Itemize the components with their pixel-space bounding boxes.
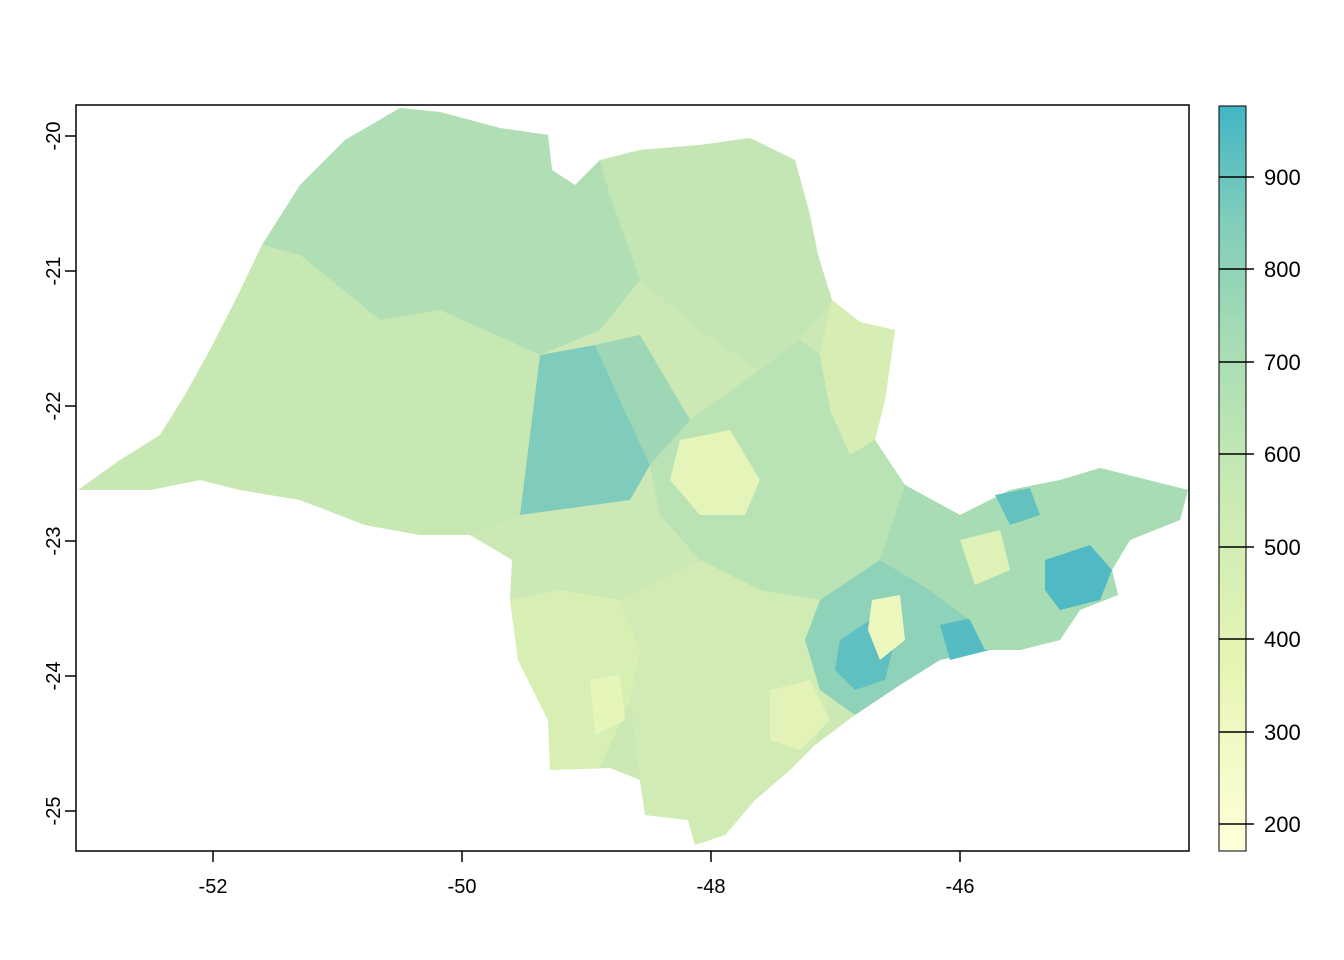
y-tick-label: -20 bbox=[43, 122, 65, 151]
region-central-belt bbox=[650, 340, 905, 600]
region-north bbox=[262, 108, 640, 355]
region-west bbox=[78, 245, 540, 535]
legend-tick-label: 500 bbox=[1264, 535, 1301, 560]
legend-tick-label: 300 bbox=[1264, 720, 1301, 745]
x-tick-label: -46 bbox=[946, 876, 975, 898]
region-south bbox=[620, 560, 840, 845]
y-tick-label: -25 bbox=[43, 797, 65, 826]
region-south-pale bbox=[770, 680, 830, 750]
legend-tick-label: 700 bbox=[1264, 350, 1301, 375]
region-metro-pale bbox=[868, 595, 905, 660]
region-northeast bbox=[600, 138, 832, 370]
x-tick-label: -50 bbox=[448, 876, 477, 898]
x-tick-label: -52 bbox=[199, 876, 228, 898]
color-legend: 200 300 400 500 600 700 800 900 bbox=[1218, 105, 1301, 852]
legend-colorbar bbox=[1218, 105, 1247, 852]
y-axis bbox=[65, 135, 76, 812]
legend-tick-label: 900 bbox=[1264, 165, 1301, 190]
x-axis bbox=[212, 851, 961, 862]
region-east-valley bbox=[880, 468, 1188, 650]
legend-tick-label: 600 bbox=[1264, 442, 1301, 467]
legend-tick-label: 200 bbox=[1264, 812, 1301, 837]
y-tick-label: -22 bbox=[43, 392, 65, 421]
region-east-pale bbox=[960, 530, 1010, 585]
y-tick-label: -21 bbox=[43, 257, 65, 286]
region-central-high bbox=[520, 345, 650, 515]
legend-tick-label: 400 bbox=[1264, 627, 1301, 652]
region-pale-center bbox=[670, 430, 760, 515]
plot-frame bbox=[75, 104, 1190, 852]
region-central-mid bbox=[595, 335, 690, 465]
state-map bbox=[78, 108, 1188, 845]
region-sw-pale bbox=[590, 675, 625, 735]
region-east-high bbox=[1045, 545, 1112, 610]
y-tick-label: -24 bbox=[43, 662, 65, 691]
region-east-upper bbox=[995, 488, 1040, 525]
region-ne-pocket bbox=[820, 300, 895, 455]
x-tick-label: -48 bbox=[697, 876, 726, 898]
legend-tick-label: 800 bbox=[1264, 257, 1301, 282]
y-tick-label: -23 bbox=[43, 527, 65, 556]
